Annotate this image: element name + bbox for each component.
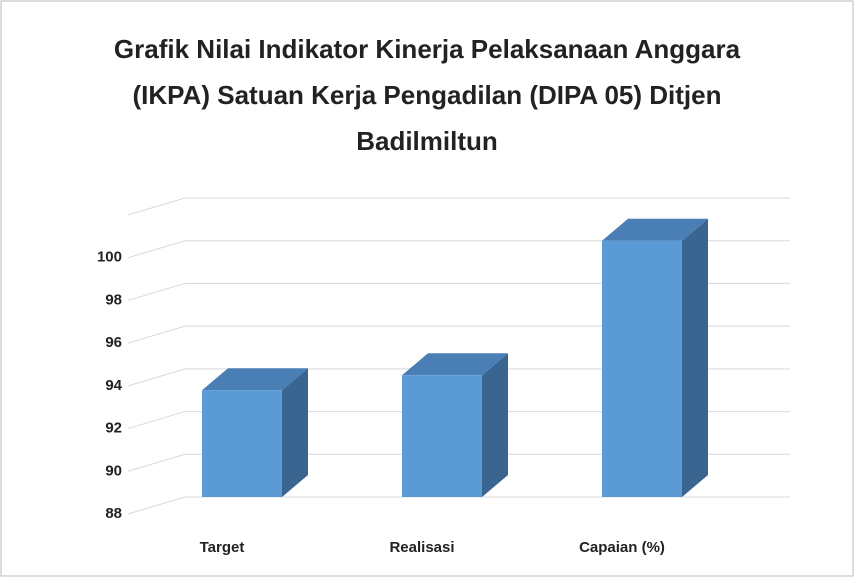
grid-line [127,411,186,430]
bar-side [682,218,708,497]
grid-line [127,240,186,259]
x-tick-label: Capaian (%) [579,539,665,556]
x-tick-label: Target [200,539,245,556]
bar-side [482,353,508,497]
grid-line [127,368,186,387]
grid-line [127,325,186,344]
grid-line [127,453,186,472]
bar-top [202,368,308,391]
y-tick-label: 92 [105,420,122,437]
y-tick-label: 100 [97,249,122,266]
bar [402,375,482,497]
bar-top [402,353,508,376]
x-tick-label: Realisasi [389,539,454,556]
bar [202,390,282,497]
y-tick-label: 98 [105,291,122,308]
bar-side [282,368,308,497]
bar [602,240,682,497]
chart-title: Grafik Nilai Indikator Kinerja Pelaksana… [113,34,741,156]
y-tick-label: 90 [105,462,122,479]
y-tick-label: 88 [105,505,122,522]
grid-line [127,496,186,515]
y-tick-label: 96 [105,334,122,351]
y-tick-label: 94 [105,377,122,394]
grid-line [127,197,186,216]
grid-line [127,282,186,301]
bar-top [602,218,708,241]
